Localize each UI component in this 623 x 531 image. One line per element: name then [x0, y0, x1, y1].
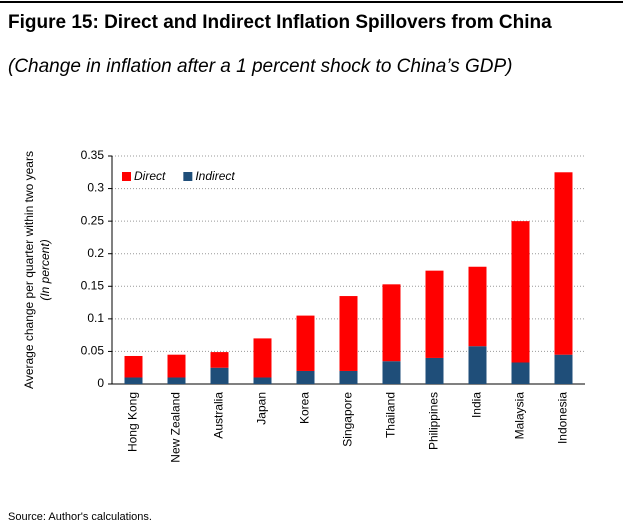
bar-segment: [210, 352, 229, 368]
bar-segment: [468, 266, 487, 347]
bar-segment: [296, 370, 315, 384]
y-tick-label: 0.3: [87, 181, 104, 195]
y-tick-label: 0.05: [81, 344, 105, 358]
x-tick-label: India: [470, 392, 484, 418]
x-tick-label: Japan: [255, 392, 269, 425]
bar-segment: [382, 284, 401, 362]
y-tick-label: 0: [97, 376, 104, 390]
legend-swatch: [122, 172, 131, 181]
x-tick-label: Malaysia: [513, 392, 527, 440]
x-tick-label: Australia: [212, 392, 226, 439]
source: Source: Author's calculations.: [8, 511, 152, 523]
bar-segment: [167, 354, 186, 378]
x-tick-label: Hong Kong: [126, 392, 140, 452]
x-tick-label: Singapore: [341, 392, 355, 447]
bar-segment: [511, 221, 530, 363]
legend-swatch: [183, 172, 193, 181]
bar-segment: [339, 296, 358, 371]
legend-label: Indirect: [195, 169, 235, 183]
bar-segment: [296, 315, 315, 371]
bar-segment: [425, 357, 444, 384]
bar-segment: [210, 367, 229, 384]
bar-segment: [167, 377, 186, 384]
bar-segment: [425, 270, 444, 358]
bar-segment: [468, 346, 487, 384]
bar-segment: [554, 354, 573, 384]
y-tick-label: 0.1: [87, 311, 104, 325]
chart-title: Figure 15: Direct and Indirect Inflation…: [8, 12, 552, 33]
x-tick-label: Korea: [298, 392, 312, 424]
x-tick-label: Indonesia: [556, 392, 570, 444]
y-axis-title: Average change per quarter within two ye…: [22, 151, 36, 389]
chart-subtitle: (Change in inflation after a 1 percent s…: [8, 56, 513, 77]
x-tick-label: Thailand: [384, 392, 398, 438]
bar-segment: [511, 362, 530, 384]
bar-segment: [382, 361, 401, 384]
y-tick-label: 0.15: [81, 278, 105, 292]
bar-segment: [124, 355, 143, 378]
bar-segment: [253, 377, 272, 384]
y-tick-label: 0.25: [81, 213, 105, 227]
x-tick-label: Philippines: [427, 392, 441, 450]
y-tick-label: 0.2: [87, 246, 104, 260]
bar-segment: [253, 338, 272, 378]
x-tick-label: New Zealand: [169, 392, 183, 463]
bar-segment: [339, 370, 358, 384]
legend-label: Direct: [134, 169, 166, 183]
y-axis-note: (In percent): [38, 239, 52, 300]
bar-segment: [124, 377, 143, 384]
y-tick-label: 0.35: [81, 148, 105, 162]
bar-segment: [554, 172, 573, 355]
